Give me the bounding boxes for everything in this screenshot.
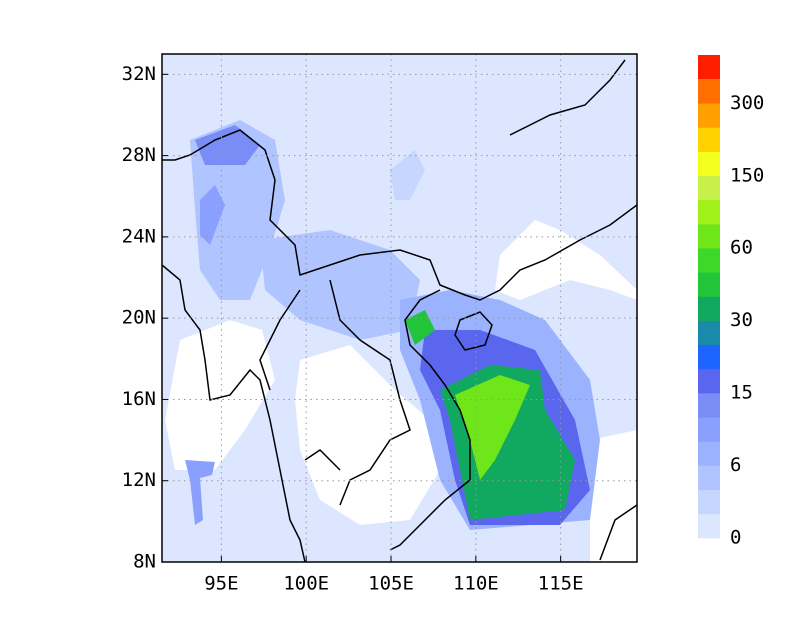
colorbar-swatch [698,368,720,394]
rain-area [455,375,530,480]
y-tick-label: 20N [122,307,156,329]
colorbar-swatch [698,344,720,370]
plot-frame [161,53,638,563]
colorbar-swatch [698,151,720,177]
colorbar-swatch [698,272,720,297]
colorbar-label: 60 [730,237,753,259]
dry-region [590,430,637,562]
colorbar-label: 0 [730,527,741,549]
dry-region [295,345,440,525]
y-tick-label: 16N [122,388,156,410]
colorbar-swatch [698,55,720,80]
colorbar-swatch [698,320,720,346]
colorbar-swatch [698,465,720,490]
map-plot [161,54,638,563]
colorbar-swatch [698,79,720,104]
colorbar-label: 150 [730,164,764,186]
rain-area [260,230,420,340]
colorbar-label: 300 [730,92,764,114]
colorbar-swatch [698,224,720,249]
colorbar: 0 6 15 30 60 150 300 [698,55,764,549]
colorbar-label: 30 [730,309,753,331]
ticks: 95E 100E 105E 110E 115E 8N 12N 16N 20N 24N 28N 32N [122,63,584,595]
colorbar-swatch [698,296,720,321]
x-tick-label: 115E [538,573,584,595]
x-tick-label: 100E [283,573,329,595]
rain-area [390,150,425,200]
colorbar-swatch [698,199,720,225]
rain-area [200,185,225,245]
colorbar-swatch [698,103,720,128]
colorbar-label: 15 [730,382,753,404]
colorbar-swatch [698,248,720,273]
dry-region [495,220,637,300]
rain-area [405,310,435,345]
colorbar-swatch [698,127,720,152]
coastlines [161,59,638,563]
colorbar-swatch [698,489,720,515]
rain-area [185,460,215,525]
colorbar-swatch [698,513,720,539]
y-tick-label: 12N [122,469,156,491]
x-tick-label: 105E [368,573,414,595]
y-tick-label: 24N [122,225,156,247]
colorbar-swatch [698,441,720,466]
colorbar-label: 6 [730,454,741,476]
y-tick-label: 28N [122,144,156,166]
dry-region [165,320,275,470]
rain-area [195,125,260,165]
x-tick-label: 110E [453,573,499,595]
y-tick-label: 8N [133,551,156,573]
x-tick-label: 95E [204,573,238,595]
colorbar-swatch [698,417,720,442]
colorbar-swatch [698,393,720,418]
colorbar-swatch [698,175,720,201]
y-tick-label: 32N [122,63,156,85]
